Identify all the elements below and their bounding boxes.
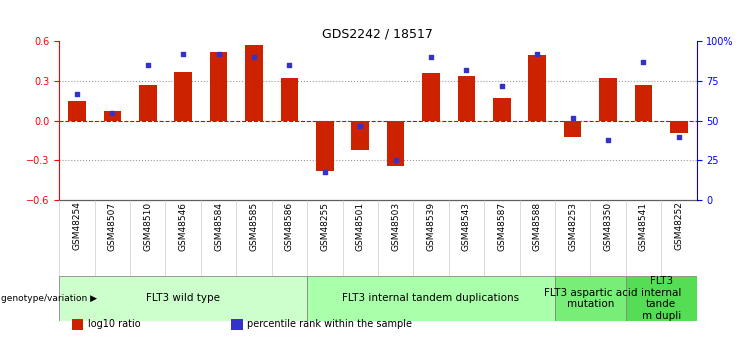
Bar (68, 101, 86, 121)
Text: GSM48543: GSM48543 (462, 201, 471, 250)
Point (319, 169, 330, 174)
Text: percentile rank within the sample: percentile rank within the sample (247, 319, 412, 329)
Text: GSM48254: GSM48254 (73, 201, 82, 250)
Text: FLT3
internal
tande
m dupli: FLT3 internal tande m dupli (641, 276, 681, 321)
Text: FLT3 aspartic acid
mutation: FLT3 aspartic acid mutation (544, 288, 637, 309)
Bar (72, 319, 84, 330)
Bar (104, 111, 122, 121)
Bar (281, 78, 298, 121)
Bar (231, 319, 243, 330)
Text: GSM48588: GSM48588 (533, 201, 542, 251)
Point (354, 123, 366, 128)
Point (531, 51, 543, 57)
Point (390, 158, 402, 163)
Text: GSM48541: GSM48541 (639, 201, 648, 250)
Bar (59, 276, 307, 321)
Point (567, 115, 579, 120)
Text: GSM48586: GSM48586 (285, 201, 294, 251)
Text: GSM48587: GSM48587 (497, 201, 506, 251)
Point (107, 110, 119, 116)
Text: FLT3 internal tandem duplications: FLT3 internal tandem duplications (342, 294, 519, 303)
Bar (139, 85, 156, 121)
Text: GSM48585: GSM48585 (250, 201, 259, 251)
Point (213, 51, 225, 57)
Point (142, 62, 153, 68)
Point (425, 55, 437, 60)
Bar (387, 121, 405, 166)
Point (496, 83, 508, 89)
Text: genotype/variation ▶: genotype/variation ▶ (1, 294, 97, 303)
Point (284, 62, 296, 68)
Bar (457, 76, 475, 121)
Text: GSM48253: GSM48253 (568, 201, 577, 250)
Bar (316, 121, 333, 171)
Bar (564, 121, 582, 137)
Text: GSM48584: GSM48584 (214, 201, 223, 250)
Bar (670, 121, 688, 132)
Bar (174, 72, 192, 121)
Bar (422, 73, 440, 121)
Point (637, 59, 649, 65)
Point (177, 51, 189, 57)
Text: GSM48510: GSM48510 (143, 201, 153, 251)
Text: GSM48350: GSM48350 (603, 201, 613, 251)
Title: GDS2242 / 18517: GDS2242 / 18517 (322, 27, 433, 40)
Text: GSM48501: GSM48501 (356, 201, 365, 251)
Bar (351, 121, 369, 150)
Point (71, 91, 83, 97)
Text: log10 ratio: log10 ratio (88, 319, 141, 329)
Bar (634, 85, 652, 121)
Point (460, 67, 472, 73)
Bar (307, 276, 555, 321)
Bar (599, 78, 617, 121)
Bar (528, 55, 546, 121)
Text: GSM48539: GSM48539 (427, 201, 436, 251)
Point (673, 134, 685, 139)
Text: GSM48252: GSM48252 (674, 201, 683, 250)
Bar (493, 98, 511, 121)
Point (248, 55, 260, 60)
Text: GSM48546: GSM48546 (179, 201, 187, 250)
Text: FLT3 wild type: FLT3 wild type (146, 294, 220, 303)
Bar (210, 52, 227, 121)
Bar (555, 276, 625, 321)
Bar (625, 276, 697, 321)
Text: GSM48255: GSM48255 (320, 201, 329, 250)
Text: GSM48503: GSM48503 (391, 201, 400, 251)
Bar (245, 46, 263, 121)
Text: GSM48507: GSM48507 (108, 201, 117, 251)
Point (602, 137, 614, 142)
